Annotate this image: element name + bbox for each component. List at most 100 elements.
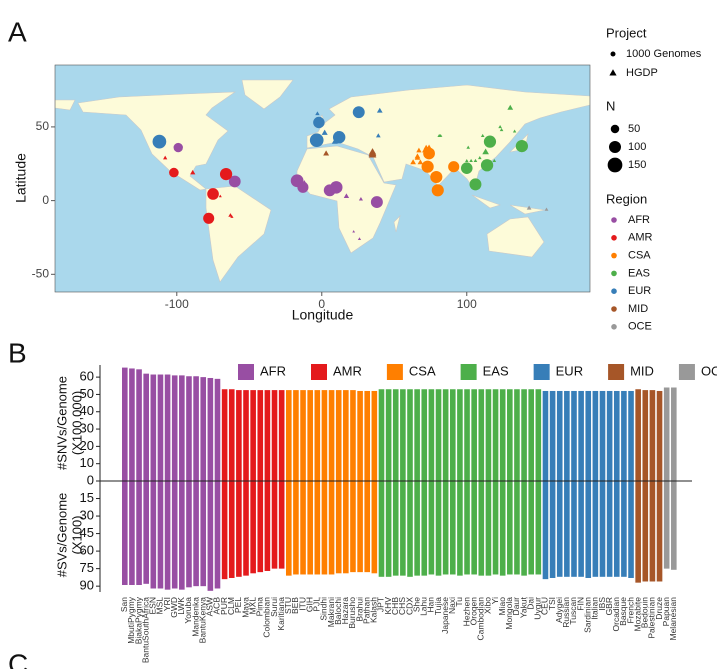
bar (179, 481, 185, 590)
legend-label: AFR (628, 214, 650, 226)
panel-label: C (8, 648, 28, 669)
bar (171, 481, 178, 589)
x-tick-label: 100 (457, 297, 477, 311)
point (507, 104, 514, 110)
x-tick-label: BEB (290, 597, 300, 614)
point (316, 134, 322, 140)
bar (143, 481, 149, 584)
bar (250, 390, 256, 481)
bar (136, 369, 142, 481)
point (309, 133, 324, 148)
x-tick-label: GBR (604, 597, 614, 615)
point (469, 158, 473, 163)
bar (371, 390, 378, 481)
x-tick-label: Papuan (661, 597, 671, 627)
bar (478, 389, 485, 481)
bar (300, 390, 306, 481)
bar (385, 389, 392, 481)
legend-label: HGDP (626, 67, 658, 79)
bar (578, 481, 584, 577)
bar (193, 481, 199, 587)
y2-axis-title: #SVs/Genome (54, 493, 69, 578)
legend-symbol (611, 235, 617, 241)
y-tick-label: 0 (87, 472, 94, 487)
x-tick-label: Daur (511, 597, 521, 616)
bar (122, 367, 128, 481)
y-tick-label: 30 (80, 420, 94, 435)
bar (585, 390, 592, 481)
point (343, 193, 350, 199)
point (465, 159, 469, 162)
bar (571, 390, 577, 481)
x-tick-label: Karitiana (276, 597, 286, 631)
point (448, 161, 460, 173)
point (301, 180, 308, 185)
points (152, 104, 549, 241)
legend-symbol (611, 252, 617, 259)
bar (656, 390, 663, 481)
bar (186, 481, 192, 588)
point (173, 142, 183, 153)
x-tick-label: Maya (240, 597, 250, 618)
x-tick-label: CHB (390, 597, 400, 615)
point (336, 135, 340, 139)
x-tick-label: Tu (454, 597, 464, 607)
x-tick-label: Palestinian (647, 597, 657, 639)
bar (364, 390, 371, 481)
bar (428, 389, 435, 481)
legend-symbol (611, 306, 617, 312)
x-tick-label: Italian (590, 597, 600, 620)
legend-title: Region (606, 191, 647, 206)
bar (214, 378, 221, 481)
bar (449, 389, 456, 481)
point (410, 159, 416, 165)
x-tick-label: Bedouin (640, 597, 650, 628)
legend-swatch (678, 364, 695, 380)
bar (507, 481, 513, 575)
bar (328, 481, 335, 575)
bar (514, 389, 520, 481)
legend-swatch (533, 364, 550, 380)
bar (186, 376, 192, 481)
x-tick-label: Uygur (533, 597, 543, 620)
bar (499, 389, 506, 481)
x-tick-label: TSI (547, 597, 557, 610)
point (421, 160, 434, 173)
bar (485, 481, 492, 576)
legend-label: AMR (628, 232, 653, 244)
bar (392, 481, 399, 576)
point (190, 169, 196, 175)
x-tick-label: MbutiPygmy (126, 596, 136, 644)
bar (193, 376, 199, 481)
point (512, 129, 517, 133)
bar (592, 481, 599, 577)
legend-symbol (609, 69, 617, 76)
bar (514, 481, 520, 575)
x-tick-label: Surui (269, 597, 279, 617)
x-tick-label: Druze (654, 597, 664, 620)
x-tick-label: Russian (561, 597, 571, 628)
bar (264, 390, 271, 481)
legend-label: AFR (260, 363, 286, 378)
bar (571, 481, 577, 577)
x-tick-label: Pima (255, 597, 265, 617)
x-axis-title: Longitude (292, 307, 354, 323)
bar (307, 390, 313, 481)
legend-swatch (460, 364, 477, 380)
bar (414, 389, 420, 481)
x-tick-label: MSL (155, 597, 165, 615)
point (473, 158, 478, 163)
x-tick-label: GWD (169, 597, 179, 618)
bar (371, 481, 378, 574)
bar (499, 481, 506, 576)
bar (592, 390, 599, 481)
point (219, 167, 233, 181)
bar (549, 390, 556, 481)
x-tick-label: Dai (525, 597, 535, 610)
x-tick-label: BantuSouthAfrica (140, 597, 150, 663)
bar (671, 481, 677, 570)
point (335, 130, 340, 135)
x-tick-label: PUR (219, 597, 229, 615)
x-tick-label: LWK (176, 597, 186, 615)
x-tick-label: ASW (205, 597, 215, 616)
